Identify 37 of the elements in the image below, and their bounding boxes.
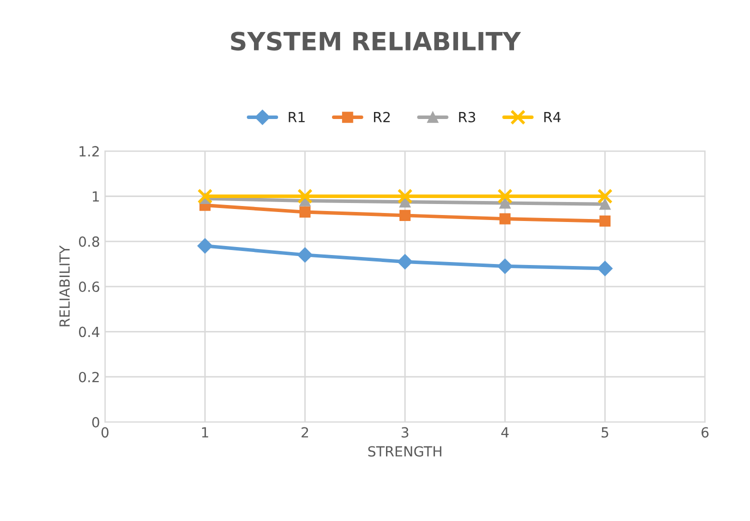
point: [497, 258, 513, 274]
y-tick-label: 1.2: [80, 146, 99, 156]
x-tick-label: 5: [602, 427, 608, 438]
point: [599, 198, 611, 210]
point: [297, 247, 313, 263]
x-tick-label: 2: [302, 427, 308, 438]
x-tick-label: 1: [202, 427, 208, 438]
y-axis-title: RELIABILITY: [59, 245, 70, 326]
legend-label: R2: [374, 112, 390, 122]
point: [299, 206, 311, 218]
y-tick-label: 0.4: [78, 326, 100, 338]
legend-label: R4: [544, 112, 561, 122]
point: [197, 188, 213, 204]
point: [499, 197, 511, 209]
y-tick-label: 0.2: [78, 372, 99, 382]
point: [297, 188, 313, 204]
point: [397, 254, 413, 270]
x-tick-label: 0: [101, 427, 108, 438]
y-tick-label: 0.6: [78, 282, 100, 292]
x-tick-label: 4: [501, 427, 509, 438]
point: [599, 216, 611, 227]
point: [597, 260, 613, 276]
legend-label: R1: [288, 112, 305, 122]
point: [597, 188, 613, 204]
point: [197, 238, 213, 254]
y-tick-label: 0.8: [78, 236, 100, 247]
y-tick-label: 0: [92, 416, 100, 428]
chart-title: SYSTEM RELIABILITY: [231, 32, 521, 51]
point: [397, 188, 413, 204]
point: [497, 188, 513, 204]
point: [499, 213, 511, 224]
x-tick-label: 3: [402, 427, 408, 438]
point: [399, 210, 411, 221]
x-tick-label: 6: [702, 427, 709, 438]
x-axis-title: STRENGTH: [368, 446, 442, 457]
legend-label: R3: [459, 112, 476, 122]
y-tick-label: 1: [92, 191, 99, 202]
